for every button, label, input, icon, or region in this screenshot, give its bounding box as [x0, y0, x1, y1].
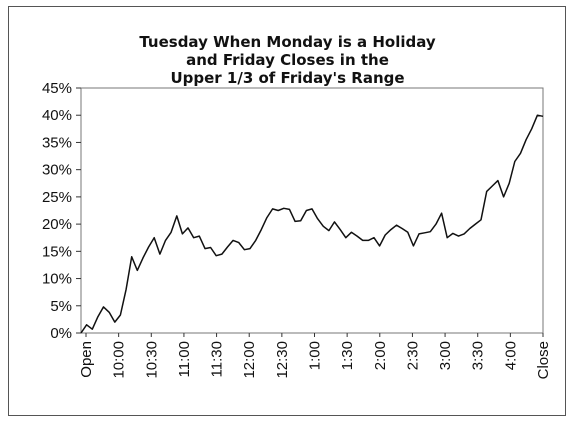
y-tick-label: 40%: [42, 107, 72, 124]
series-line: [80, 114, 544, 334]
y-tick-label: 35%: [42, 134, 72, 151]
y-tick-label: 25%: [42, 189, 72, 206]
x-tick-label: 11:00: [176, 341, 193, 377]
y-tick-label: 0%: [50, 325, 72, 342]
x-tick-label: 3:00: [437, 341, 454, 370]
x-tick-label: 1:30: [339, 341, 356, 370]
x-tick-label: Open: [78, 341, 95, 378]
x-tick-label: 4:00: [502, 341, 519, 370]
x-tick-label: 10:30: [143, 341, 160, 379]
plot-area: [80, 87, 544, 334]
x-tick-label: 2:30: [404, 341, 421, 370]
x-tick-label: 11:30: [209, 341, 226, 377]
x-tick-label: 2:00: [372, 341, 389, 370]
y-tick-label: 15%: [42, 243, 72, 260]
x-tick-label: Close: [535, 341, 552, 379]
chart-title: Tuesday When Monday is a Holiday and Fri…: [139, 33, 436, 87]
y-tick-label: 30%: [42, 162, 72, 179]
x-tick-label: 12:30: [274, 341, 291, 379]
x-tick-label: 10:00: [111, 341, 128, 379]
chart-frame: [8, 6, 566, 416]
x-tick-label: 12:00: [241, 341, 258, 379]
y-tick-label: 10%: [42, 271, 72, 288]
x-tick-label: 3:30: [470, 341, 487, 370]
y-tick-label: 20%: [42, 216, 72, 233]
y-tick-label: 5%: [50, 298, 72, 315]
x-tick-label: 1:00: [307, 341, 324, 370]
y-tick-label: 45%: [42, 80, 72, 97]
